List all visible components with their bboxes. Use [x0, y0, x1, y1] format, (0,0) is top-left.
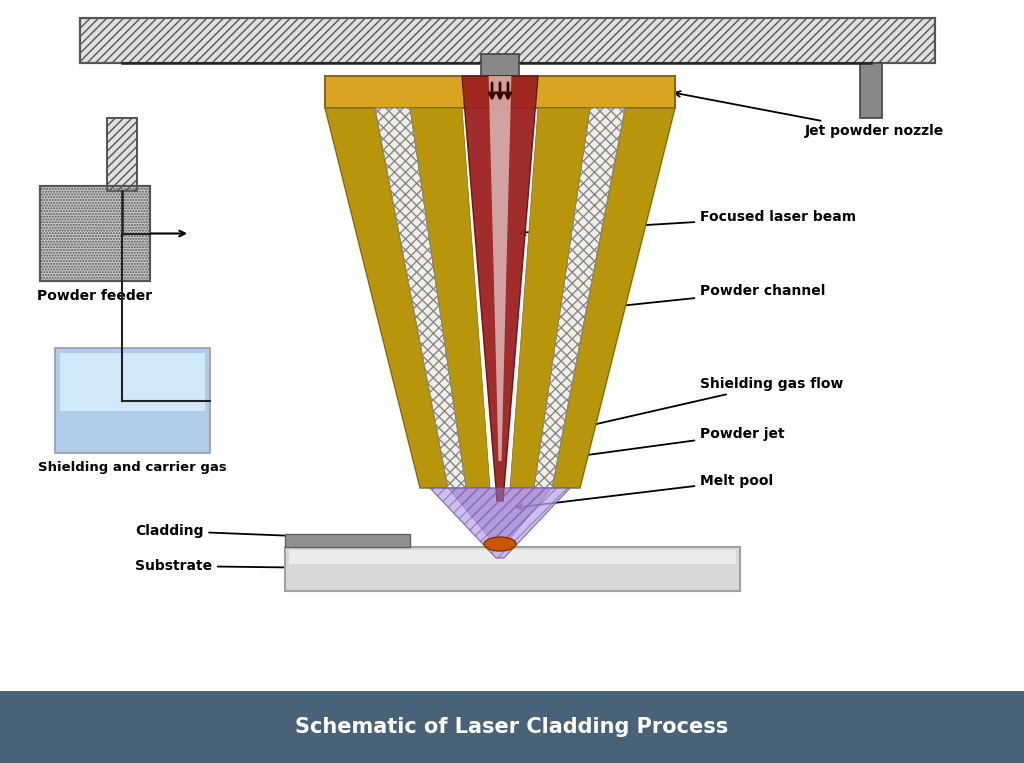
Ellipse shape — [484, 537, 516, 551]
Text: Shielding gas flow: Shielding gas flow — [562, 377, 844, 433]
Polygon shape — [430, 488, 570, 558]
FancyBboxPatch shape — [80, 18, 935, 63]
Polygon shape — [488, 76, 511, 461]
FancyBboxPatch shape — [40, 186, 150, 281]
Polygon shape — [462, 76, 538, 501]
Polygon shape — [410, 108, 490, 488]
Text: Melt pool: Melt pool — [517, 474, 773, 510]
FancyBboxPatch shape — [55, 348, 210, 453]
Polygon shape — [449, 488, 552, 546]
Text: Substrate: Substrate — [135, 559, 406, 573]
Text: Schematic of Laser Cladding Process: Schematic of Laser Cladding Process — [295, 717, 729, 737]
FancyBboxPatch shape — [289, 549, 736, 564]
Text: Jet powder nozzle: Jet powder nozzle — [675, 92, 944, 138]
FancyBboxPatch shape — [860, 63, 882, 118]
Polygon shape — [325, 108, 449, 488]
FancyBboxPatch shape — [106, 118, 137, 191]
Polygon shape — [375, 108, 466, 488]
Text: Powder channel: Powder channel — [605, 284, 825, 310]
FancyBboxPatch shape — [0, 691, 1024, 763]
Text: Shielding and carrier gas: Shielding and carrier gas — [38, 461, 227, 474]
FancyBboxPatch shape — [285, 534, 410, 547]
Polygon shape — [510, 108, 590, 488]
FancyBboxPatch shape — [285, 547, 740, 591]
Text: Powder feeder: Powder feeder — [38, 289, 153, 303]
Polygon shape — [552, 108, 675, 488]
FancyBboxPatch shape — [60, 353, 205, 411]
Text: Cladding: Cladding — [135, 524, 406, 542]
FancyBboxPatch shape — [481, 54, 519, 76]
Text: Powder jet: Powder jet — [532, 427, 784, 465]
Polygon shape — [534, 108, 625, 488]
Text: Focused laser beam: Focused laser beam — [520, 210, 856, 235]
FancyBboxPatch shape — [325, 76, 675, 108]
